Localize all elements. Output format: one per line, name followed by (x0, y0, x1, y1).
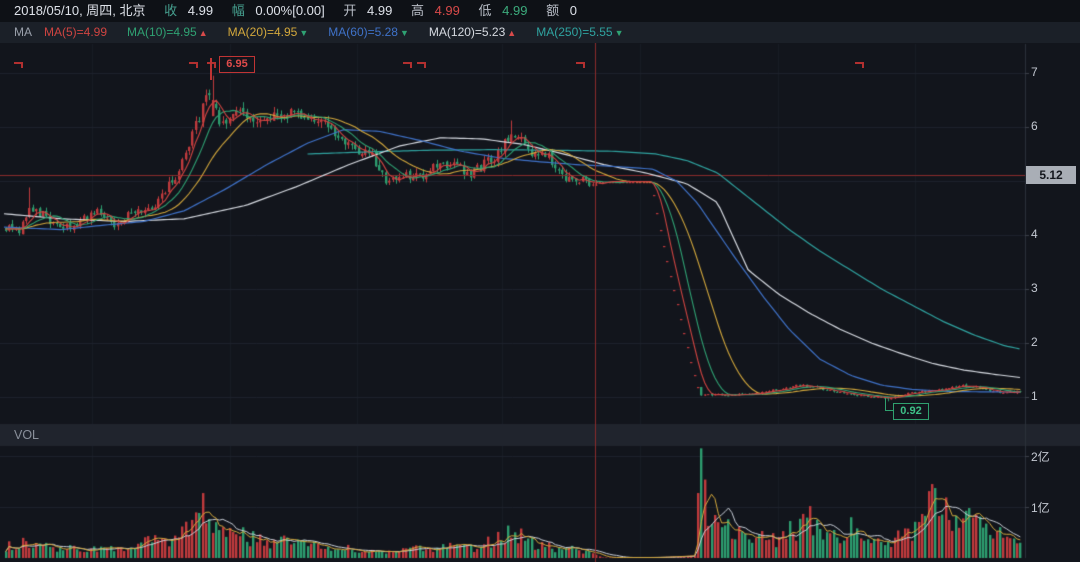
volume-tick-1: 1亿 (1031, 501, 1050, 515)
amplitude-value: 0.00%[0.00] (255, 3, 325, 18)
ma-legend: MA MA(5)=4.99 MA(10)=4.95 ▲ MA(20)=4.95 ▼ MA(6… (0, 22, 1080, 43)
ma-indicator-2: MA(20)=4.95 ▼ (227, 25, 309, 39)
ma-legend-title: MA (14, 25, 32, 39)
low-label: 低 (478, 3, 492, 18)
amplitude-label: 幅 (231, 3, 245, 18)
ma-indicator-5: MA(250)=5.55 ▼ (536, 25, 624, 39)
low-value: 4.99 (502, 3, 528, 18)
up-arrow-icon: ▲ (198, 28, 208, 38)
up-arrow-icon: ▲ (507, 28, 517, 38)
close-value: 4.99 (187, 3, 214, 18)
vol-panel-label: VOL (14, 428, 40, 442)
low-marker-connector (885, 398, 893, 411)
price-tick-6: 6 (1031, 119, 1038, 133)
ma-indicator-0: MA(5)=4.99 (44, 25, 108, 39)
ma-indicator-1: MA(10)=4.95 ▲ (127, 25, 208, 39)
announcement-flag-icon-3[interactable] (403, 62, 412, 68)
announcement-flag-icon-4[interactable] (417, 62, 426, 68)
announcement-flag-icon-0[interactable] (14, 62, 23, 68)
announcement-flag-icon-1[interactable] (189, 62, 198, 68)
open-label: 开 (343, 3, 357, 18)
ma-indicator-3: MA(60)=5.28 ▼ (328, 25, 409, 39)
price-tick-2: 2 (1031, 335, 1038, 349)
open-value: 4.99 (367, 3, 393, 18)
down-arrow-icon: ▼ (399, 28, 409, 38)
header-bar: 2018/05/10, 周四, 北京 收 4.99 幅 0.00%[0.00] … (0, 0, 1080, 22)
price-tick-7: 7 (1031, 65, 1038, 79)
high-label: 高 (410, 3, 424, 18)
high-price-marker: 6.95 (219, 56, 255, 73)
price-tick-3: 3 (1031, 281, 1038, 295)
price-tick-1: 1 (1031, 389, 1038, 403)
ma-indicator-4: MA(120)=5.23 ▲ (428, 25, 517, 39)
high-marker-stem (210, 58, 212, 80)
last-price-badge: 5.12 (1026, 166, 1076, 184)
date-location-text: 2018/05/10, 周四, 北京 (14, 3, 146, 18)
announcement-flag-icon-6[interactable] (855, 62, 864, 68)
down-arrow-icon: ▼ (299, 28, 309, 38)
amount-label: 额 (546, 3, 560, 18)
low-price-marker: 0.92 (893, 403, 929, 420)
close-label: 收 (164, 3, 178, 18)
price-tick-4: 4 (1031, 227, 1038, 241)
high-value: 4.99 (434, 3, 460, 18)
down-arrow-icon: ▼ (614, 28, 624, 38)
amount-value: 0 (569, 3, 577, 18)
announcement-flag-icon-5[interactable] (576, 62, 585, 68)
volume-tick-2: 2亿 (1031, 450, 1050, 464)
